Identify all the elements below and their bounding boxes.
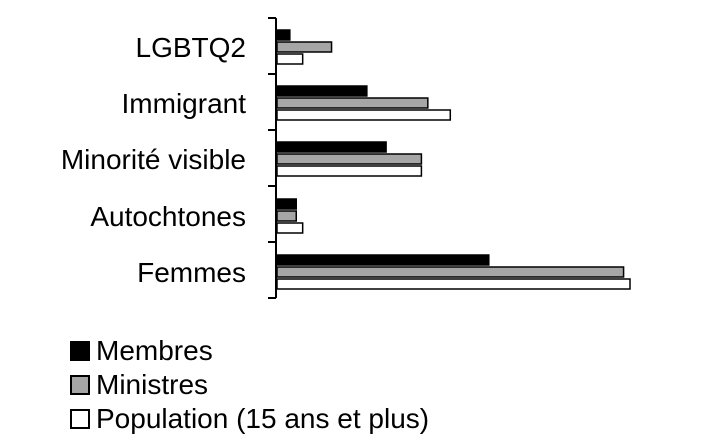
category-label: Femmes — [137, 257, 246, 288]
legend-label: Population (15 ans et plus) — [96, 403, 430, 434]
legend-item-population: Population (15 ans et plus) — [70, 402, 429, 436]
category-label: Immigrant — [122, 88, 247, 119]
x-tick-label: 55 — [614, 327, 645, 330]
bar — [276, 254, 490, 266]
legend-label: Ministres — [96, 369, 209, 400]
category-labels: LGBTQ2 Immigrant Minorité visible Autochton… — [61, 32, 246, 288]
bars — [276, 29, 631, 290]
bar — [276, 210, 298, 222]
bar-chart: LGBTQ2 Immigrant Minorité visible Autochton… — [61, 17, 646, 330]
bar — [276, 198, 298, 210]
legend-item-ministres: Ministres — [70, 368, 429, 402]
bar — [276, 109, 452, 121]
legend-item-membres: Membres — [70, 334, 429, 368]
legend: Membres Ministres Population (15 ans et … — [70, 334, 429, 436]
bar — [276, 97, 429, 109]
bar — [276, 278, 631, 290]
legend-label: Membres — [96, 335, 213, 366]
bar — [276, 165, 423, 177]
category-label: Minorité visible — [61, 144, 246, 175]
bar — [276, 85, 368, 97]
legend-swatch-membres — [70, 341, 90, 361]
category-label: Autochtones — [90, 201, 246, 232]
x-tick-labels: 0 55 — [269, 327, 645, 330]
bar — [276, 41, 333, 53]
legend-swatch-population — [70, 409, 90, 429]
category-label: LGBTQ2 — [136, 32, 246, 63]
x-tick-label: 0 — [269, 327, 285, 330]
bar — [276, 222, 304, 234]
bar — [276, 53, 304, 65]
bar — [276, 141, 387, 153]
bar — [276, 153, 423, 165]
legend-swatch-ministres — [70, 375, 90, 395]
bar — [276, 29, 291, 41]
bar — [276, 266, 625, 278]
y-axis — [268, 17, 277, 299]
